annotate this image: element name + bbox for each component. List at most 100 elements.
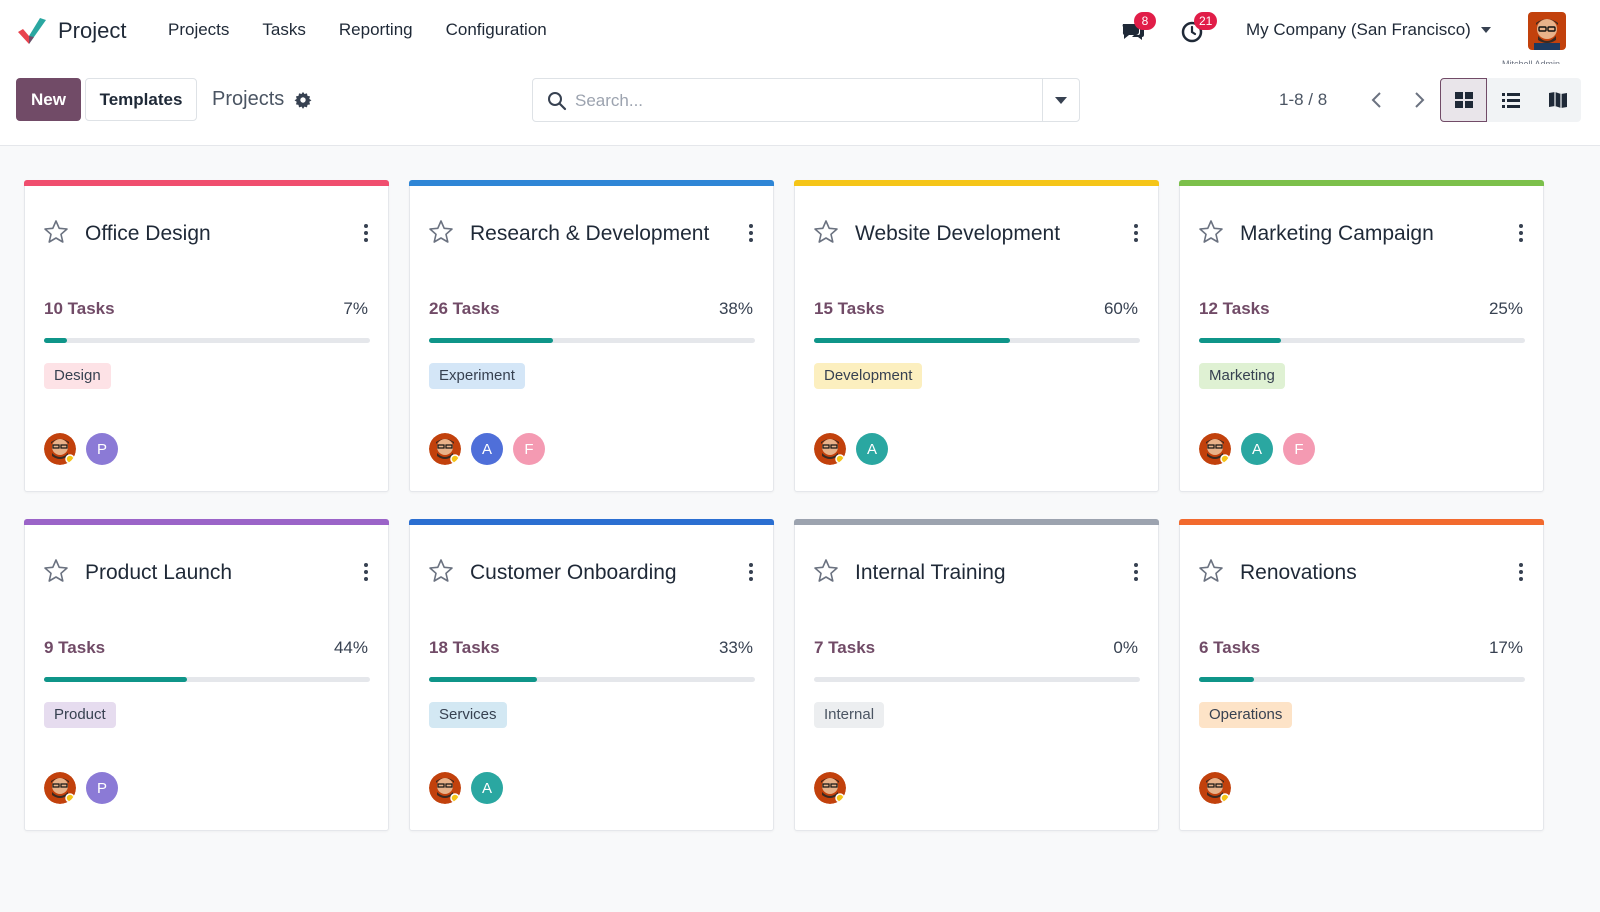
project-card[interactable]: Research & Development 26 Tasks 38% Experim… (409, 180, 774, 492)
favorite-star-icon[interactable] (43, 219, 69, 245)
member-avatar-photo[interactable] (1199, 433, 1231, 465)
kebab-menu-icon[interactable] (362, 562, 370, 582)
progress-fill (429, 677, 537, 682)
member-avatar-photo[interactable] (814, 433, 846, 465)
tasks-count-link[interactable]: 9 Tasks (44, 638, 106, 657)
tasks-count-link[interactable]: 7 Tasks (814, 638, 876, 657)
project-card[interactable]: Marketing Campaign 12 Tasks 25% Marketing A F (1179, 180, 1544, 492)
project-color-stripe (1179, 180, 1544, 186)
favorite-star-icon[interactable] (428, 558, 454, 584)
member-avatar-photo[interactable] (1199, 772, 1231, 804)
kebab-menu-icon[interactable] (747, 562, 755, 582)
progress-bar (429, 677, 755, 682)
user-photo (44, 772, 76, 804)
project-name[interactable]: Website Development (855, 222, 1061, 245)
menu-item-tasks[interactable]: Tasks (262, 20, 306, 39)
project-name[interactable]: Marketing Campaign (1240, 222, 1434, 245)
activities-button[interactable]: 21 (1180, 12, 1218, 44)
project-tag: Product (44, 702, 116, 728)
project-name[interactable]: Office Design (85, 222, 211, 245)
project-color-stripe (1179, 519, 1544, 525)
member-avatar-photo[interactable] (44, 772, 76, 804)
control-panel: New Templates Projects 1-8 / 8 (0, 64, 1600, 146)
kebab-menu-icon[interactable] (1132, 223, 1140, 243)
favorite-star-icon[interactable] (428, 219, 454, 245)
member-avatar-initial[interactable]: A (1241, 433, 1273, 465)
kebab-menu-icon[interactable] (1517, 562, 1525, 582)
project-name[interactable]: Customer Onboarding (470, 561, 677, 584)
new-button[interactable]: New (16, 78, 81, 121)
list-view-button[interactable] (1487, 78, 1534, 122)
member-avatar-photo[interactable] (814, 772, 846, 804)
kebab-menu-icon[interactable] (747, 223, 755, 243)
member-avatar-initial[interactable]: A (856, 433, 888, 465)
project-name[interactable]: Renovations (1240, 561, 1357, 584)
progress-percent: 7% (343, 299, 368, 318)
member-avatar-initial[interactable]: A (471, 772, 503, 804)
member-avatar-photo[interactable] (44, 433, 76, 465)
member-avatar-initial[interactable]: F (513, 433, 545, 465)
company-switcher[interactable]: My Company (San Francisco) (1246, 20, 1491, 40)
tasks-count-link[interactable]: 18 Tasks (429, 638, 500, 657)
member-avatar-photo[interactable] (429, 772, 461, 804)
user-photo (814, 772, 846, 804)
tasks-count-link[interactable]: 15 Tasks (814, 299, 885, 318)
gear-icon[interactable] (294, 91, 312, 109)
main-menu: Projects Tasks Reporting Configuration (168, 20, 580, 40)
project-card[interactable]: Office Design 10 Tasks 7% Design P (24, 180, 389, 492)
user-avatar[interactable] (1528, 12, 1566, 50)
kanban-view-button[interactable] (1440, 78, 1487, 122)
app-brand[interactable]: Project (16, 14, 126, 48)
search-options-toggle[interactable] (1042, 79, 1079, 121)
templates-button[interactable]: Templates (85, 78, 197, 121)
search-input[interactable] (575, 87, 1015, 115)
map-view-button[interactable] (1534, 78, 1581, 122)
favorite-star-icon[interactable] (43, 558, 69, 584)
project-name[interactable]: Research & Development (470, 222, 710, 245)
favorite-star-icon[interactable] (813, 558, 839, 584)
project-tag: Marketing (1199, 363, 1285, 389)
kebab-menu-icon[interactable] (362, 223, 370, 243)
user-photo (1528, 12, 1566, 50)
project-card[interactable]: Website Development 15 Tasks 60% Developmen… (794, 180, 1159, 492)
favorite-star-icon[interactable] (1198, 558, 1224, 584)
progress-percent: 44% (333, 638, 368, 657)
tasks-count-link[interactable]: 12 Tasks (1199, 299, 1270, 318)
kebab-menu-icon[interactable] (1132, 562, 1140, 582)
team-avatars (814, 772, 856, 804)
member-avatar-initial[interactable]: A (471, 433, 503, 465)
pager-value[interactable]: 1-8 / 8 (1279, 90, 1328, 109)
tasks-count-link[interactable]: 10 Tasks (44, 299, 115, 318)
team-avatars: P (44, 772, 128, 804)
member-avatar-photo[interactable] (429, 433, 461, 465)
pager-previous-button[interactable] (1356, 78, 1398, 121)
progress-bar (429, 338, 755, 343)
member-avatar-initial[interactable]: P (86, 433, 118, 465)
menu-item-reporting[interactable]: Reporting (338, 20, 413, 39)
project-tag: Internal (814, 702, 885, 728)
progress-percent: 25% (1488, 299, 1523, 318)
team-avatars: A (814, 433, 898, 465)
chevron-left-icon (1371, 91, 1381, 108)
member-avatar-initial[interactable]: P (86, 772, 118, 804)
kebab-menu-icon[interactable] (1517, 223, 1525, 243)
project-name[interactable]: Product Launch (85, 561, 233, 584)
tasks-count-link[interactable]: 6 Tasks (1199, 638, 1261, 657)
member-avatar-initial[interactable]: F (1283, 433, 1315, 465)
project-card[interactable]: Product Launch 9 Tasks 44% Product P (24, 519, 389, 831)
user-photo (1199, 772, 1231, 804)
project-name[interactable]: Internal Training (855, 561, 1006, 584)
project-card[interactable]: Renovations 6 Tasks 17% Operations (1179, 519, 1544, 831)
messaging-button[interactable]: 8 (1120, 12, 1156, 44)
menu-item-projects[interactable]: Projects (168, 20, 230, 39)
menu-item-configuration[interactable]: Configuration (445, 20, 547, 39)
favorite-star-icon[interactable] (813, 219, 839, 245)
top-navbar: Project Projects Tasks Reporting Configu… (0, 0, 1600, 69)
project-color-stripe (794, 180, 1159, 186)
pager-next-button[interactable] (1398, 78, 1440, 121)
tasks-count-link[interactable]: 26 Tasks (429, 299, 500, 318)
project-card[interactable]: Internal Training 7 Tasks 0% Internal (794, 519, 1159, 831)
team-avatars (1199, 772, 1241, 804)
favorite-star-icon[interactable] (1198, 219, 1224, 245)
project-card[interactable]: Customer Onboarding 18 Tasks 33% Services A (409, 519, 774, 831)
